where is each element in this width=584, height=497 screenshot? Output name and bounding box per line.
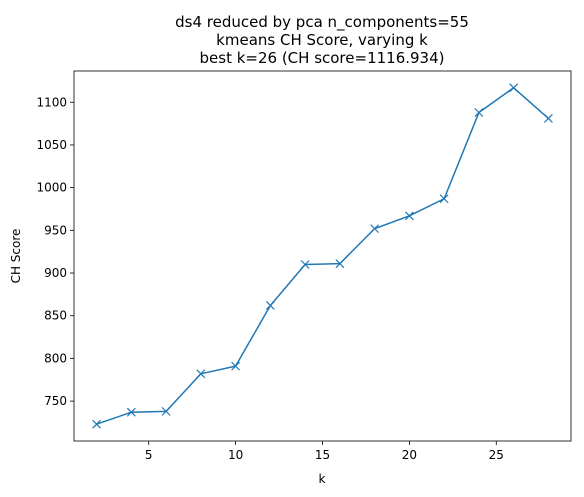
chart-title-line-1: ds4 reduced by pca n_components=55 xyxy=(175,13,469,32)
x-tick-label: 15 xyxy=(315,448,330,462)
y-tick-label: 1100 xyxy=(36,95,67,109)
data-point-marker xyxy=(474,108,484,117)
data-point-marker xyxy=(509,83,519,93)
chart-title-line-3: best k=26 (CH score=1116.934) xyxy=(200,49,445,67)
data-point-marker xyxy=(439,194,449,204)
x-tick-label: 25 xyxy=(489,448,504,462)
data-point-marker xyxy=(370,224,380,234)
x-tick-label: 5 xyxy=(145,448,153,462)
data-point-marker xyxy=(265,301,275,310)
y-tick-label: 850 xyxy=(44,309,67,323)
data-point-marker xyxy=(231,361,241,371)
data-point-marker xyxy=(404,211,414,221)
series-layer xyxy=(92,83,553,429)
data-point-marker xyxy=(335,259,345,269)
data-point-marker xyxy=(92,419,102,429)
x-axis-label: k xyxy=(319,472,326,486)
y-tick-label: 1000 xyxy=(36,181,67,195)
x-tick-label: 20 xyxy=(402,448,417,462)
y-tick-label: 800 xyxy=(44,351,67,365)
x-axis-ticks: 5 10 15 20 25 xyxy=(145,441,504,462)
x-tick-label: 10 xyxy=(228,448,243,462)
y-axis-label: CH Score xyxy=(9,229,23,284)
data-point-marker xyxy=(126,407,136,417)
data-point-marker xyxy=(300,260,310,269)
data-point-marker xyxy=(161,406,171,416)
y-tick-label: 1050 xyxy=(36,138,67,152)
plot-area-frame xyxy=(73,70,572,442)
series-line xyxy=(96,87,549,425)
y-tick-label: 950 xyxy=(44,223,67,237)
y-axis-ticks: 750 800 850 900 950 1000 1050 1100 xyxy=(36,95,74,408)
data-point-marker xyxy=(543,114,553,123)
chart-title-line-2: kmeans CH Score, varying k xyxy=(216,31,428,49)
y-tick-label: 750 xyxy=(44,394,67,408)
data-point-marker xyxy=(196,369,206,379)
y-tick-label: 900 xyxy=(44,266,67,280)
